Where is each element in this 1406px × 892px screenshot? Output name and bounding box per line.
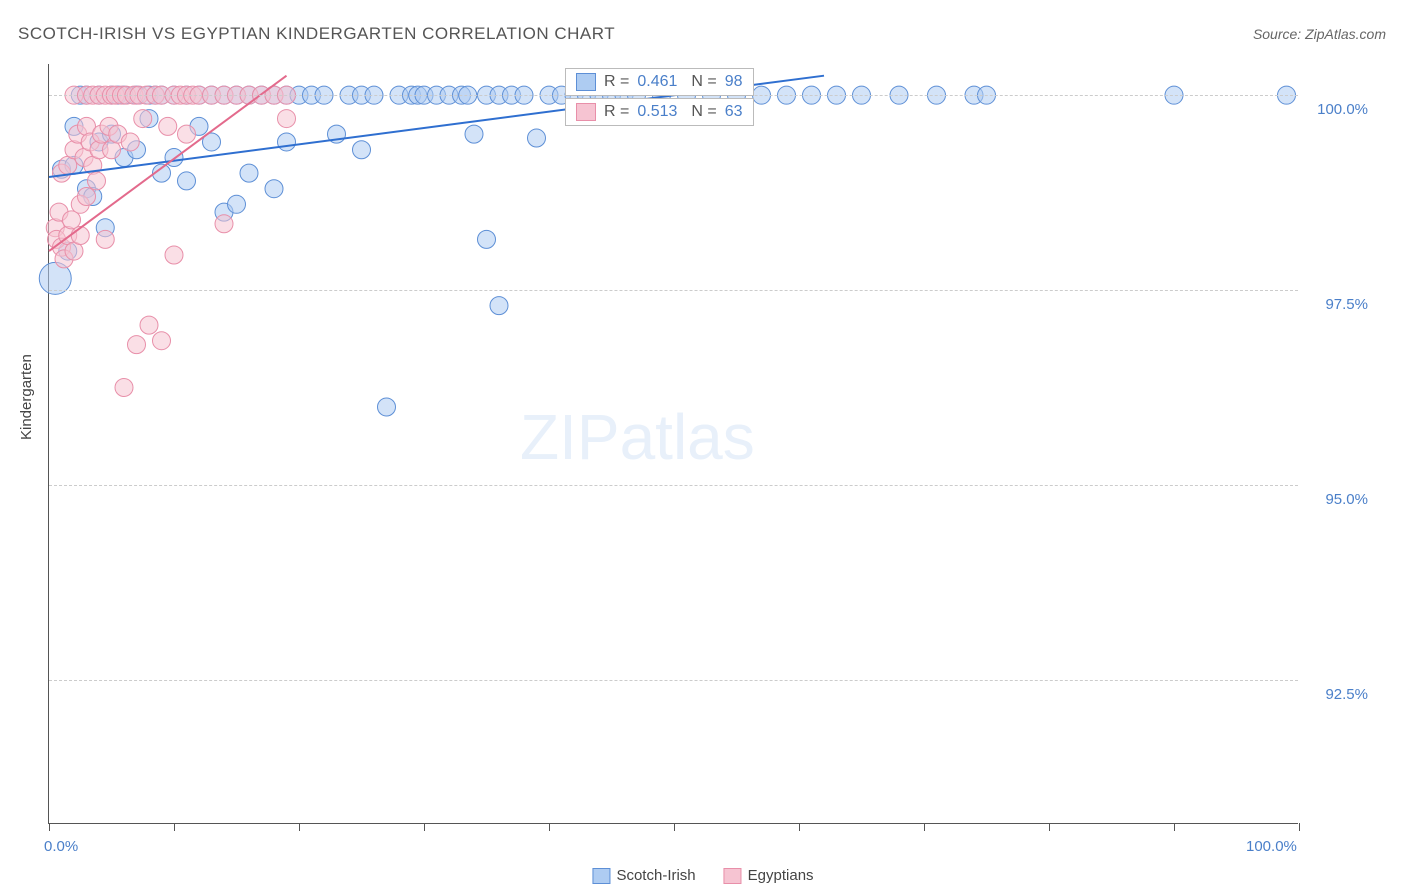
legend-swatch bbox=[576, 73, 596, 91]
grid-line bbox=[49, 485, 1298, 486]
source-attribution: Source: ZipAtlas.com bbox=[1253, 26, 1386, 42]
grid-line bbox=[49, 290, 1298, 291]
scatter-point bbox=[178, 125, 196, 143]
x-tick bbox=[1299, 823, 1300, 831]
y-tick-label: 92.5% bbox=[1325, 686, 1368, 703]
scatter-point bbox=[478, 230, 496, 248]
stat-n-label: N = bbox=[691, 73, 716, 91]
x-tick bbox=[1174, 823, 1175, 831]
scatter-point bbox=[490, 297, 508, 315]
x-tick bbox=[424, 823, 425, 831]
x-tick bbox=[549, 823, 550, 831]
y-tick-label: 97.5% bbox=[1325, 296, 1368, 313]
x-tick bbox=[299, 823, 300, 831]
stats-box: R = 0.513 N = 63 bbox=[565, 98, 754, 126]
scatter-point bbox=[159, 117, 177, 135]
stat-r-value: 0.513 bbox=[637, 103, 677, 121]
legend-label: Scotch-Irish bbox=[616, 867, 695, 884]
legend-item: Egyptians bbox=[724, 867, 814, 884]
y-tick-label: 100.0% bbox=[1317, 101, 1368, 118]
scatter-point bbox=[128, 336, 146, 354]
y-axis-label: Kindergarten bbox=[18, 354, 35, 440]
legend-item: Scotch-Irish bbox=[592, 867, 695, 884]
stat-n-label: N = bbox=[691, 103, 716, 121]
y-tick-label: 95.0% bbox=[1325, 491, 1368, 508]
x-tick bbox=[49, 823, 50, 831]
x-tick bbox=[174, 823, 175, 831]
stat-n-value: 63 bbox=[725, 103, 743, 121]
scatter-point bbox=[96, 230, 114, 248]
grid-line bbox=[49, 680, 1298, 681]
chart-title: SCOTCH-IRISH VS EGYPTIAN KINDERGARTEN CO… bbox=[18, 24, 615, 44]
scatter-point bbox=[121, 133, 139, 151]
x-tick bbox=[924, 823, 925, 831]
scatter-point bbox=[140, 316, 158, 334]
x-tick bbox=[674, 823, 675, 831]
scatter-point bbox=[265, 180, 283, 198]
legend: Scotch-Irish Egyptians bbox=[592, 867, 813, 884]
scatter-point bbox=[278, 133, 296, 151]
scatter-point bbox=[278, 110, 296, 128]
stat-r-label: R = bbox=[604, 73, 629, 91]
scatter-point bbox=[353, 141, 371, 159]
scatter-svg bbox=[49, 64, 1298, 823]
scatter-point bbox=[134, 110, 152, 128]
stats-box: R = 0.461 N = 98 bbox=[565, 68, 754, 96]
stat-r-label: R = bbox=[604, 103, 629, 121]
scatter-point bbox=[63, 211, 81, 229]
legend-label: Egyptians bbox=[748, 867, 814, 884]
scatter-point bbox=[88, 172, 106, 190]
legend-swatch bbox=[576, 103, 596, 121]
stat-n-value: 98 bbox=[725, 73, 743, 91]
scatter-point bbox=[165, 246, 183, 264]
scatter-point bbox=[178, 172, 196, 190]
scatter-point bbox=[240, 164, 258, 182]
x-tick bbox=[1049, 823, 1050, 831]
x-tick bbox=[799, 823, 800, 831]
stat-r-value: 0.461 bbox=[637, 73, 677, 91]
x-tick-label: 0.0% bbox=[44, 838, 78, 855]
scatter-point bbox=[528, 129, 546, 147]
scatter-point bbox=[115, 378, 133, 396]
scatter-point bbox=[215, 215, 233, 233]
legend-swatch bbox=[724, 868, 742, 884]
x-tick-label: 100.0% bbox=[1246, 838, 1297, 855]
scatter-point bbox=[78, 188, 96, 206]
scatter-point bbox=[378, 398, 396, 416]
scatter-point bbox=[153, 332, 171, 350]
scatter-point bbox=[465, 125, 483, 143]
plot-area: 100.0%97.5%95.0%92.5% bbox=[48, 64, 1298, 824]
scatter-point bbox=[228, 195, 246, 213]
legend-swatch bbox=[592, 868, 610, 884]
